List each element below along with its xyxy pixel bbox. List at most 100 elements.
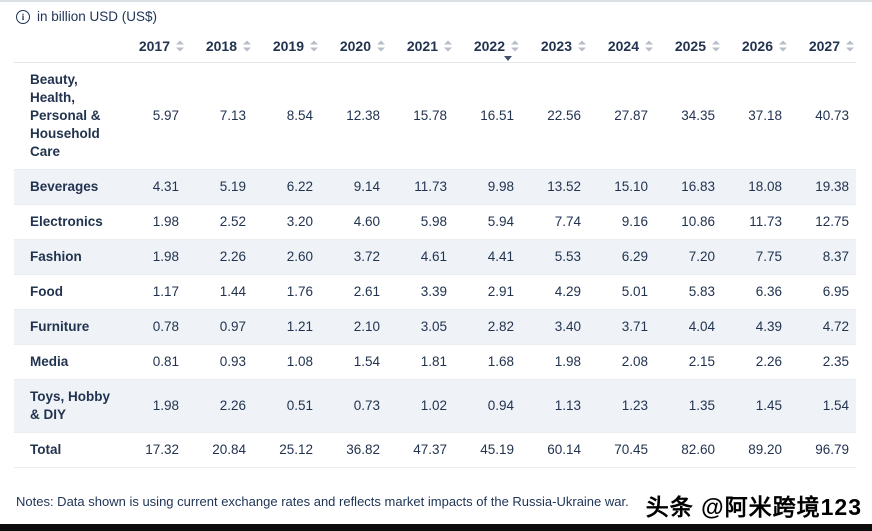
sort-arrows-icon [511, 40, 519, 52]
year-header-label: 2027 [808, 37, 840, 54]
table-row: Beauty, Health, Personal & Household Car… [14, 62, 856, 169]
year-column-header[interactable]: 2021 [387, 30, 454, 63]
value-cell: 2.08 [621, 354, 648, 369]
sort-arrows-icon [176, 40, 184, 52]
value-cell: 34.35 [681, 108, 715, 123]
value-cell: 0.81 [152, 354, 179, 369]
value-cell: 5.94 [487, 214, 514, 229]
table-row: Furniture 0.78 0.97 1.21 2.10 3.05 2.82 3.40 3.7… [14, 309, 856, 344]
info-icon[interactable]: i [16, 9, 30, 24]
year-column-header[interactable]: 2018 [186, 30, 253, 63]
year-column-header[interactable]: 2023 [521, 30, 588, 63]
value-cell: 5.98 [420, 214, 447, 229]
table-row: Total 17.32 20.84 25.12 36.82 47.37 45.19 60.14… [14, 432, 856, 467]
value-cell: 2.35 [822, 354, 849, 369]
sort-arrows-icon [444, 40, 452, 52]
value-cell: 1.45 [755, 398, 782, 413]
row-category-label: Food [30, 283, 63, 299]
value-cell: 1.98 [152, 249, 179, 264]
value-cell: 5.01 [621, 284, 648, 299]
value-cell: 6.95 [822, 284, 849, 299]
value-cell: 9.14 [353, 179, 380, 194]
unit-label-row: i in billion USD (US$) [0, 2, 872, 30]
year-column-header[interactable]: 2019 [253, 30, 320, 63]
value-cell: 2.26 [219, 249, 246, 264]
value-cell: 45.19 [480, 442, 514, 457]
value-cell: 17.32 [145, 442, 179, 457]
value-cell: 16.83 [681, 179, 715, 194]
value-cell: 1.81 [420, 354, 447, 369]
year-column-header[interactable]: 2024 [588, 30, 655, 63]
value-cell: 1.44 [219, 284, 246, 299]
watermark: 头条 @阿米跨境123 [645, 494, 862, 520]
value-cell: 3.40 [554, 319, 581, 334]
table-row: Media 0.81 0.93 1.08 1.54 1.81 1.68 1.98 2.08 2.1… [14, 344, 856, 379]
value-cell: 1.68 [487, 354, 514, 369]
value-cell: 2.26 [219, 398, 246, 413]
value-cell: 1.76 [286, 284, 313, 299]
row-category-label: Toys, Hobby & DIY [30, 388, 111, 422]
value-cell: 7.75 [755, 249, 782, 264]
year-column-header[interactable]: 2022 [454, 30, 521, 63]
value-cell: 1.98 [152, 214, 179, 229]
year-column-header[interactable]: 2020 [320, 30, 387, 63]
table-row: Beverages 4.31 5.19 6.22 9.14 11.73 9.98 13.52 1… [14, 169, 856, 204]
row-category-label: Beverages [30, 178, 99, 194]
value-cell: 11.73 [414, 179, 447, 194]
value-cell: 2.82 [487, 319, 514, 334]
table-row: Toys, Hobby & DIY 1.98 2.26 0.51 0.73 1.02 0.9… [14, 379, 856, 432]
value-cell: 1.21 [286, 319, 313, 334]
year-column-header[interactable]: 2026 [722, 30, 789, 63]
sort-arrows-icon [578, 40, 586, 52]
table-row: Electronics 1.98 2.52 3.20 4.60 5.98 5.94 7.74 9… [14, 204, 856, 239]
value-cell: 12.75 [815, 214, 849, 229]
value-cell: 96.79 [815, 442, 849, 457]
value-cell: 7.13 [219, 108, 246, 123]
row-category-label: Electronics [30, 213, 103, 229]
value-cell: 3.05 [420, 319, 447, 334]
sort-arrows-icon [377, 40, 385, 52]
value-cell: 0.73 [353, 398, 380, 413]
value-cell: 2.15 [688, 354, 715, 369]
value-cell: 0.94 [487, 398, 514, 413]
bottom-black-bar [0, 524, 872, 531]
value-cell: 47.37 [413, 442, 447, 457]
year-header-label: 2020 [339, 37, 371, 54]
value-cell: 4.60 [353, 214, 380, 229]
value-cell: 1.13 [554, 398, 581, 413]
value-cell: 4.39 [755, 319, 782, 334]
active-sort-indicator-icon [504, 55, 512, 61]
value-cell: 82.60 [681, 442, 715, 457]
value-cell: 5.97 [152, 108, 179, 123]
sort-arrows-icon [243, 40, 251, 52]
value-cell: 4.29 [554, 284, 581, 299]
row-category-label: Fashion [30, 248, 82, 264]
unit-label: in billion USD (US$) [37, 9, 158, 24]
value-cell: 9.98 [487, 179, 514, 194]
value-cell: 1.98 [554, 354, 581, 369]
sort-arrows-icon [846, 40, 854, 52]
value-cell: 19.38 [815, 179, 849, 194]
value-cell: 10.86 [681, 214, 715, 229]
year-column-header[interactable]: 2027 [789, 30, 856, 63]
value-cell: 25.12 [279, 442, 313, 457]
value-cell: 2.61 [353, 284, 380, 299]
year-column-header[interactable]: 2025 [655, 30, 722, 63]
year-column-header[interactable]: 2017 [119, 30, 186, 63]
category-column-header [14, 30, 119, 63]
value-cell: 70.45 [614, 442, 648, 457]
value-cell: 6.29 [621, 249, 648, 264]
value-cell: 3.71 [621, 319, 648, 334]
row-category-label: Media [30, 353, 69, 369]
value-cell: 6.22 [286, 179, 313, 194]
value-cell: 36.82 [346, 442, 380, 457]
value-cell: 11.73 [749, 214, 782, 229]
value-cell: 1.08 [286, 354, 313, 369]
value-cell: 15.78 [413, 108, 447, 123]
row-category-label: Beauty, Health, Personal & Household Car… [30, 71, 101, 159]
row-category-label: Furniture [30, 318, 90, 334]
value-cell: 2.60 [286, 249, 313, 264]
value-cell: 9.16 [621, 214, 648, 229]
sort-arrows-icon [712, 40, 720, 52]
value-cell: 2.91 [487, 284, 514, 299]
